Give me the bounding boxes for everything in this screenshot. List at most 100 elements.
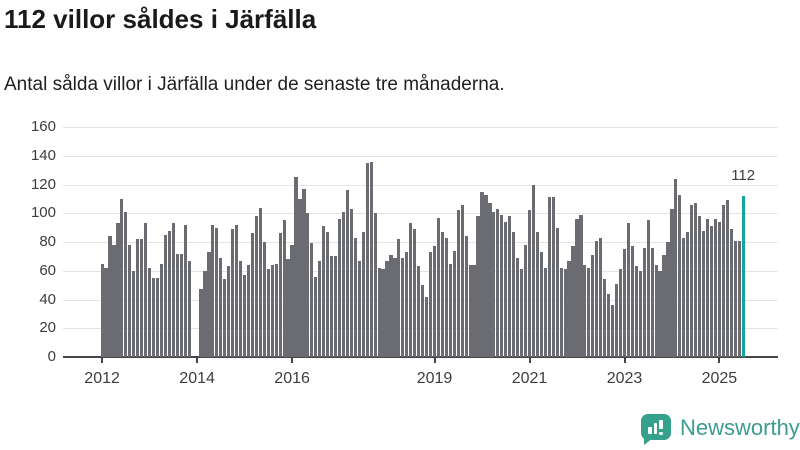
gridline [63,213,778,215]
bar [543,267,547,357]
bar [239,260,243,357]
bar [353,237,357,357]
bar [531,184,536,357]
bar [579,214,583,357]
bar [658,270,662,357]
bar [341,211,346,357]
bar [179,253,183,357]
bar [535,231,539,357]
bar [254,216,259,357]
bar [199,289,203,357]
bar [120,198,124,357]
x-axis-tick-mark [433,357,436,363]
bar [290,244,294,357]
bar [729,229,733,357]
gridline [63,155,778,157]
bar [389,254,393,357]
bar [717,221,722,357]
bar [587,267,591,357]
bar [436,217,441,357]
bar [551,197,555,357]
bar [468,265,472,357]
bar [666,242,670,357]
bar [144,223,148,357]
bar [385,260,389,357]
logo-exclamation-dot [659,431,663,435]
bar [337,219,342,357]
bar [713,219,718,357]
x-axis-tick-mark [291,357,294,363]
bar [278,233,282,357]
y-axis-tick-label: 0 [47,348,56,365]
bar [310,243,314,357]
bar [377,267,381,357]
bar [571,246,575,357]
bar [559,267,563,357]
bar [674,178,678,357]
page-title: 112 villor såldes i Järfälla [4,4,317,34]
bar [519,269,524,357]
bar [104,267,108,357]
bar [258,207,262,357]
bar [694,203,698,357]
bar [448,263,452,357]
bar [563,269,567,357]
bar [302,188,306,357]
bar [733,240,737,357]
bar [294,177,298,357]
bar [421,285,425,357]
logo-bar-chart-icon [653,423,657,434]
bar [575,219,579,357]
bar [147,267,152,357]
y-axis-tick-label: 100 [30,204,56,222]
bar [472,265,476,357]
y-axis-tick-label: 120 [30,175,56,193]
x-axis-tick-label: 2025 [701,370,738,387]
bar [357,260,361,357]
x-axis-tick-mark [623,357,626,363]
bar [227,266,231,357]
bar [151,277,156,357]
bar [464,236,468,357]
bar [274,263,278,357]
bar [167,230,171,357]
bar [322,226,326,357]
bar [523,244,528,357]
bar [496,208,500,357]
bar [595,240,599,357]
bar [591,254,595,357]
bar [500,214,504,357]
bar [373,213,377,357]
bar [413,229,417,357]
x-axis-tick-label: 2023 [606,370,643,387]
bar [124,211,128,357]
bar [622,249,627,357]
y-axis-tick-label: 20 [39,319,56,337]
bar [381,269,385,357]
bar [670,208,674,357]
bar [690,204,694,357]
bar [108,236,112,357]
bar [646,220,650,357]
bar [266,269,270,357]
bar [306,213,310,357]
bar [630,246,634,357]
bar [539,252,543,357]
bar [405,252,409,357]
gridline [63,242,778,243]
bar [286,259,290,357]
x-axis-tick-mark [528,357,531,363]
logo-exclamation-icon [659,420,663,429]
bar [330,256,334,357]
newsworthy-logo[interactable]: Newsworthy [641,414,800,445]
bar [650,247,654,357]
bar [207,252,211,357]
bar [492,211,496,357]
bar [567,260,571,357]
bar [702,230,706,357]
chart-subtitle: Antal sålda villor i Järfälla under de s… [4,74,505,95]
bar [223,279,227,357]
bar [456,210,460,357]
gridline [63,299,778,301]
bar [203,270,207,357]
